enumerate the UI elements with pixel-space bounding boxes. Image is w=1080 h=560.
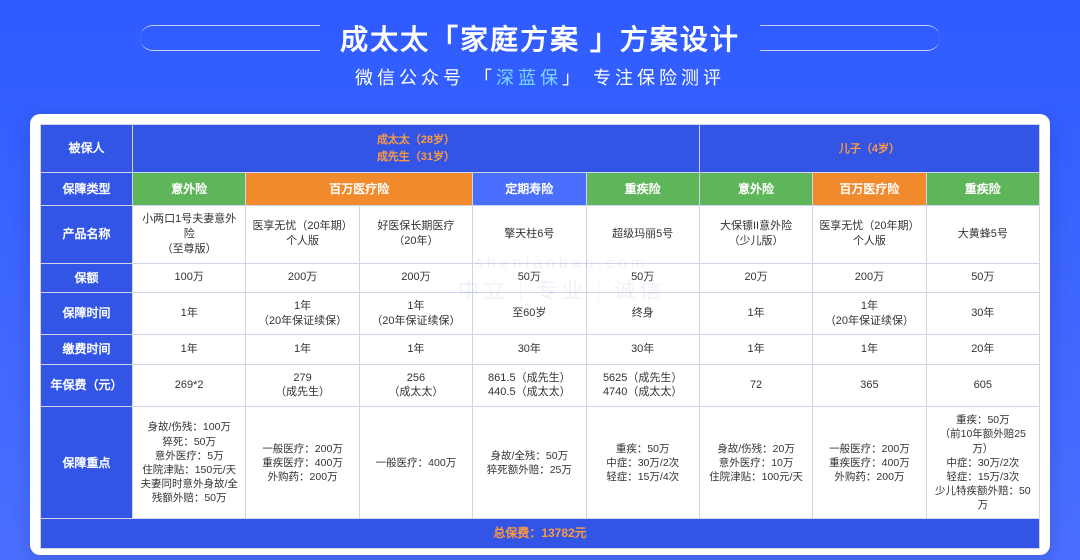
row-period: 保障时间 1年 1年（20年保证续保） 1年（20年保证续保） 至60岁 终身 … bbox=[41, 292, 1040, 335]
cell-prem-2: 256（成太太） bbox=[359, 364, 472, 407]
cat-2: 定期寿险 bbox=[473, 172, 586, 205]
page-root: 成太太「家庭方案 」方案设计 微信公众号 「深蓝保」 专注保险测评 被保人 成太… bbox=[0, 0, 1080, 560]
person-child: 儿子（4岁） bbox=[699, 125, 1039, 173]
cell-product-2: 好医保长期医疗（20年） bbox=[359, 205, 472, 263]
cell-product-5: 大保镖II意外险（少儿版） bbox=[699, 205, 812, 263]
row-amount: 保额 100万 200万 200万 50万 50万 20万 200万 50万 bbox=[41, 263, 1040, 292]
header: 成太太「家庭方案 」方案设计 微信公众号 「深蓝保」 专注保险测评 bbox=[0, 0, 1080, 100]
row-pay-period: 缴费时间 1年 1年 1年 30年 30年 1年 1年 20年 bbox=[41, 335, 1040, 364]
page-title: 成太太「家庭方案 」方案设计 bbox=[340, 18, 740, 58]
cell-amount-2: 200万 bbox=[359, 263, 472, 292]
cell-amount-4: 50万 bbox=[586, 263, 699, 292]
cell-pay-1: 1年 bbox=[246, 335, 359, 364]
cell-amount-7: 50万 bbox=[926, 263, 1039, 292]
cell-prem-1: 279（成先生） bbox=[246, 364, 359, 407]
cat-1: 百万医疗险 bbox=[246, 172, 473, 205]
subtitle-brand: 深蓝保 bbox=[496, 68, 562, 88]
cell-product-6: 医享无忧（20年期）个人版 bbox=[813, 205, 926, 263]
insurance-table: 被保人 成太太（28岁）成先生（31岁） 儿子（4岁） 保障类型 意外险 百万医… bbox=[40, 124, 1040, 549]
cell-period-3: 至60岁 bbox=[473, 292, 586, 335]
cell-period-6: 1年（20年保证续保） bbox=[813, 292, 926, 335]
cell-prem-4: 5625（成先生）4740（成太太） bbox=[586, 364, 699, 407]
label-period: 保障时间 bbox=[41, 292, 133, 335]
cell-focus-4: 重疾：50万中症：30万/2次轻症：15万/4次 bbox=[586, 407, 699, 519]
label-amount: 保额 bbox=[41, 263, 133, 292]
cat-5: 百万医疗险 bbox=[813, 172, 926, 205]
cell-prem-0: 269*2 bbox=[133, 364, 246, 407]
person-adults: 成太太（28岁）成先生（31岁） bbox=[133, 125, 700, 173]
cat-4: 意外险 bbox=[699, 172, 812, 205]
cell-pay-3: 30年 bbox=[473, 335, 586, 364]
cell-focus-6: 一般医疗：200万重疾医疗：400万外购药：200万 bbox=[813, 407, 926, 519]
cell-product-3: 擎天柱6号 bbox=[473, 205, 586, 263]
label-product: 产品名称 bbox=[41, 205, 133, 263]
cell-prem-3: 861.5（成先生）440.5（成太太） bbox=[473, 364, 586, 407]
cell-amount-6: 200万 bbox=[813, 263, 926, 292]
total-premium: 总保费：13782元 bbox=[41, 519, 1040, 548]
cell-prem-7: 605 bbox=[926, 364, 1039, 407]
cat-0: 意外险 bbox=[133, 172, 246, 205]
subtitle-post: 」 专注保险测评 bbox=[562, 68, 725, 88]
cell-focus-5: 身故/伤残：20万意外医疗：10万住院津贴：100元/天 bbox=[699, 407, 812, 519]
title-wrap: 成太太「家庭方案 」方案设计 bbox=[340, 18, 740, 58]
cat-3: 重疾险 bbox=[586, 172, 699, 205]
cell-amount-0: 100万 bbox=[133, 263, 246, 292]
cell-pay-0: 1年 bbox=[133, 335, 246, 364]
row-product: 产品名称 小两口1号夫妻意外险（至尊版） 医享无忧（20年期）个人版 好医保长期… bbox=[41, 205, 1040, 263]
page-subtitle: 微信公众号 「深蓝保」 专注保险测评 bbox=[0, 64, 1080, 90]
row-premium: 年保费（元） 269*2 279（成先生） 256（成太太） 861.5（成先生… bbox=[41, 364, 1040, 407]
cell-period-5: 1年 bbox=[699, 292, 812, 335]
cell-focus-0: 身故/伤残：100万猝死：50万意外医疗：5万住院津贴：150元/天夫妻同时意外… bbox=[133, 407, 246, 519]
cat-6: 重疾险 bbox=[926, 172, 1039, 205]
cell-focus-2: 一般医疗：400万 bbox=[359, 407, 472, 519]
cell-period-4: 终身 bbox=[586, 292, 699, 335]
subtitle-pre: 微信公众号 「 bbox=[355, 68, 496, 88]
cell-prem-5: 72 bbox=[699, 364, 812, 407]
table-card: 被保人 成太太（28岁）成先生（31岁） 儿子（4岁） 保障类型 意外险 百万医… bbox=[30, 114, 1050, 555]
cell-product-7: 大黄蜂5号 bbox=[926, 205, 1039, 263]
label-type: 保障类型 bbox=[41, 172, 133, 205]
cell-pay-5: 1年 bbox=[699, 335, 812, 364]
cell-period-2: 1年（20年保证续保） bbox=[359, 292, 472, 335]
cell-amount-1: 200万 bbox=[246, 263, 359, 292]
cell-period-0: 1年 bbox=[133, 292, 246, 335]
cell-focus-3: 身故/全残：50万猝死额外赔：25万 bbox=[473, 407, 586, 519]
row-type: 保障类型 意外险 百万医疗险 定期寿险 重疾险 意外险 百万医疗险 重疾险 bbox=[41, 172, 1040, 205]
row-insured: 被保人 成太太（28岁）成先生（31岁） 儿子（4岁） bbox=[41, 125, 1040, 173]
label-premium: 年保费（元） bbox=[41, 364, 133, 407]
row-total: 总保费：13782元 bbox=[41, 519, 1040, 548]
cell-product-4: 超级玛丽5号 bbox=[586, 205, 699, 263]
cell-pay-7: 20年 bbox=[926, 335, 1039, 364]
cell-period-7: 30年 bbox=[926, 292, 1039, 335]
cell-focus-1: 一般医疗：200万重疾医疗：400万外购药：200万 bbox=[246, 407, 359, 519]
row-focus: 保障重点 身故/伤残：100万猝死：50万意外医疗：5万住院津贴：150元/天夫… bbox=[41, 407, 1040, 519]
label-focus: 保障重点 bbox=[41, 407, 133, 519]
label-insured: 被保人 bbox=[41, 125, 133, 173]
cell-prem-6: 365 bbox=[813, 364, 926, 407]
cell-product-1: 医享无忧（20年期）个人版 bbox=[246, 205, 359, 263]
cell-amount-3: 50万 bbox=[473, 263, 586, 292]
cell-period-1: 1年（20年保证续保） bbox=[246, 292, 359, 335]
cell-focus-7: 重疾：50万（前10年额外赔25万）中症：30万/2次轻症：15万/3次少儿特疾… bbox=[926, 407, 1039, 519]
cell-product-0: 小两口1号夫妻意外险（至尊版） bbox=[133, 205, 246, 263]
cell-pay-6: 1年 bbox=[813, 335, 926, 364]
label-pay-period: 缴费时间 bbox=[41, 335, 133, 364]
cell-pay-4: 30年 bbox=[586, 335, 699, 364]
cell-amount-5: 20万 bbox=[699, 263, 812, 292]
cell-pay-2: 1年 bbox=[359, 335, 472, 364]
